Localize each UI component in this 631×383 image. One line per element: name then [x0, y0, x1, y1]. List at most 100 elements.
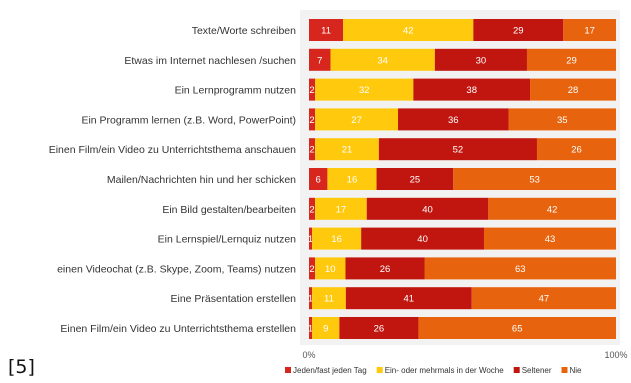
- x-axis-ticks: 0% 100%: [302, 350, 627, 360]
- bar-segment: [309, 227, 313, 250]
- data-label: 27: [351, 115, 362, 126]
- bar-segment: [339, 317, 419, 339]
- data-label: 2: [309, 85, 314, 96]
- bar-segment: [309, 78, 316, 101]
- bar-segment: [413, 78, 531, 101]
- data-label: 42: [403, 26, 414, 37]
- data-label: 35: [557, 115, 568, 126]
- data-label: 9: [323, 324, 328, 335]
- data-label: 34: [377, 55, 388, 66]
- data-label: 52: [453, 145, 464, 156]
- data-label: 53: [529, 175, 540, 186]
- bar-segment: [376, 168, 454, 190]
- data-label: 1: [308, 294, 313, 305]
- bar-segment: [312, 317, 340, 339]
- bar-segment: [563, 19, 616, 41]
- legend: Jeden/fast jeden Tag Ein- oder mehrmals i…: [285, 366, 582, 375]
- data-label: 29: [513, 26, 524, 37]
- bar-segment: [434, 48, 527, 71]
- category-label: Einen Film/ein Video zu Unterrichtsthema…: [60, 323, 296, 335]
- data-label: 11: [324, 294, 334, 305]
- bar-segment: [361, 227, 484, 250]
- data-label: 29: [566, 55, 577, 66]
- data-label: 10: [325, 264, 336, 275]
- bar-segment: [309, 317, 313, 339]
- bar-segment: [508, 108, 616, 131]
- data-label: 65: [512, 324, 523, 335]
- data-label: 26: [374, 324, 385, 335]
- bar-segment: [309, 138, 316, 161]
- data-label: 2: [309, 204, 314, 215]
- data-label: 2: [309, 264, 314, 275]
- data-label: 26: [380, 264, 391, 275]
- data-label: 40: [422, 204, 433, 215]
- data-label: 11: [321, 26, 331, 37]
- bar-segment: [309, 197, 316, 220]
- category-label: Ein Lernspiel/Lernquiz nutzen: [158, 234, 297, 246]
- bar-segment: [312, 287, 346, 310]
- data-label: 1: [308, 324, 313, 335]
- bar-segment: [309, 108, 316, 131]
- bar-segment: [315, 257, 346, 280]
- data-label: 26: [571, 145, 582, 156]
- legend-label: Jeden/fast jeden Tag: [293, 366, 367, 375]
- data-label: 47: [539, 294, 550, 305]
- data-label: 17: [584, 26, 595, 37]
- legend-label: Seltener: [522, 366, 552, 375]
- data-label: 42: [547, 204, 558, 215]
- data-label: 43: [545, 234, 556, 245]
- bar-segment: [315, 108, 399, 131]
- bar-segment: [309, 257, 316, 280]
- bar-segment: [345, 257, 425, 280]
- data-label: 2: [309, 145, 314, 156]
- data-label: 6: [316, 175, 321, 186]
- category-label: Etwas im Internet nachlesen /suchen: [124, 55, 296, 67]
- bar-segment: [366, 197, 489, 220]
- category-label: Ein Lernprogramm nutzen: [175, 85, 297, 97]
- bar-segment: [309, 287, 313, 310]
- bar-segment: [315, 197, 367, 220]
- data-label: 40: [417, 234, 428, 245]
- bar-segment: [398, 108, 509, 131]
- bar-segment: [330, 48, 435, 71]
- bar-segment: [526, 48, 616, 71]
- bar-segment: [418, 317, 616, 339]
- category-labels: Texte/Worte schreiben Etwas im Internet n…: [49, 25, 296, 335]
- data-label: 38: [466, 85, 477, 96]
- legend-swatch: [561, 367, 568, 373]
- data-label: 17: [336, 204, 347, 215]
- category-label: Eine Präsentation erstellen: [171, 293, 297, 305]
- data-label: 2: [309, 115, 314, 126]
- bar-segment: [378, 138, 537, 161]
- bar-segment: [424, 257, 616, 280]
- data-label: 41: [403, 294, 414, 305]
- data-label: 30: [476, 55, 487, 66]
- bar-segment: [536, 138, 616, 161]
- legend-label: Ein- oder mehrmals in der Woche: [385, 366, 505, 375]
- data-label: 21: [342, 145, 353, 156]
- bar-segment: [530, 78, 616, 101]
- category-label: Einen Film/ein Video zu Unterrichtsthema…: [49, 144, 296, 156]
- x-tick-label: 100%: [604, 350, 627, 360]
- legend-label: Nie: [570, 366, 583, 375]
- bar-segment: [309, 19, 344, 41]
- footnote-reference: [5]: [8, 356, 35, 378]
- bar-segment: [312, 227, 362, 250]
- legend-swatch: [376, 367, 383, 373]
- data-label: 36: [448, 115, 459, 126]
- data-label: 7: [317, 55, 322, 66]
- legend-swatch: [285, 367, 291, 373]
- bar-segment: [315, 78, 414, 101]
- data-label: 16: [347, 175, 358, 186]
- bar-segment: [345, 287, 472, 310]
- data-label: 1: [308, 234, 313, 245]
- bar-segment: [327, 168, 377, 190]
- bar-segment: [309, 168, 328, 190]
- bar-segment: [483, 227, 616, 250]
- bars-layer: 11 42 29 177 34 30 292 32 38 282 27 36 352 21 52 266 16 2…: [308, 19, 616, 339]
- legend-swatch: [513, 367, 520, 373]
- data-label: 32: [359, 85, 370, 96]
- bar-segment: [471, 287, 616, 310]
- bar-segment: [343, 19, 474, 41]
